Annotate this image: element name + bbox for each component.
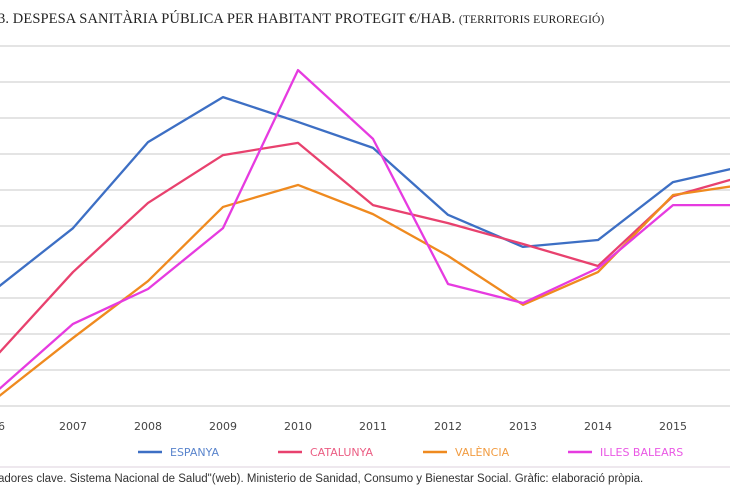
legend-label: ILLES BALEARS: [600, 446, 683, 459]
legend-label: VALÈNCIA: [455, 446, 510, 459]
x-tick-label: 2007: [59, 420, 87, 433]
series-line-catalunya: [0, 141, 730, 354]
x-tick-label: 2008: [134, 420, 162, 433]
title-text: 3. DESPESA SANITÀRIA PÚBLICA PER HABITAN…: [0, 11, 456, 27]
subtitle-text: (TERRITORIS EUROREGIÓ): [458, 14, 605, 26]
x-tick-label: 2012: [434, 420, 462, 433]
x-tick-label: 2010: [284, 420, 312, 433]
x-tick-label: 06: [0, 420, 5, 433]
series-line-illes-balears: [0, 68, 730, 390]
legend-label: ESPANYA: [170, 446, 219, 459]
legend-label: CATALUNYA: [310, 446, 373, 459]
source-note: adores clave. Sistema Nacional de Salud"…: [0, 473, 644, 485]
x-tick-label: 2013: [509, 420, 537, 433]
chart-title: 3. DESPESA SANITÀRIA PÚBLICA PER HABITAN…: [0, 11, 604, 28]
x-tick-label: 2015: [659, 420, 687, 433]
x-tick-label: 2009: [209, 420, 237, 433]
x-tick-label: 2014: [584, 420, 612, 433]
series-line-valència: [0, 183, 730, 397]
series-line-espanya: [0, 95, 730, 288]
x-tick-label: 2011: [359, 420, 387, 433]
